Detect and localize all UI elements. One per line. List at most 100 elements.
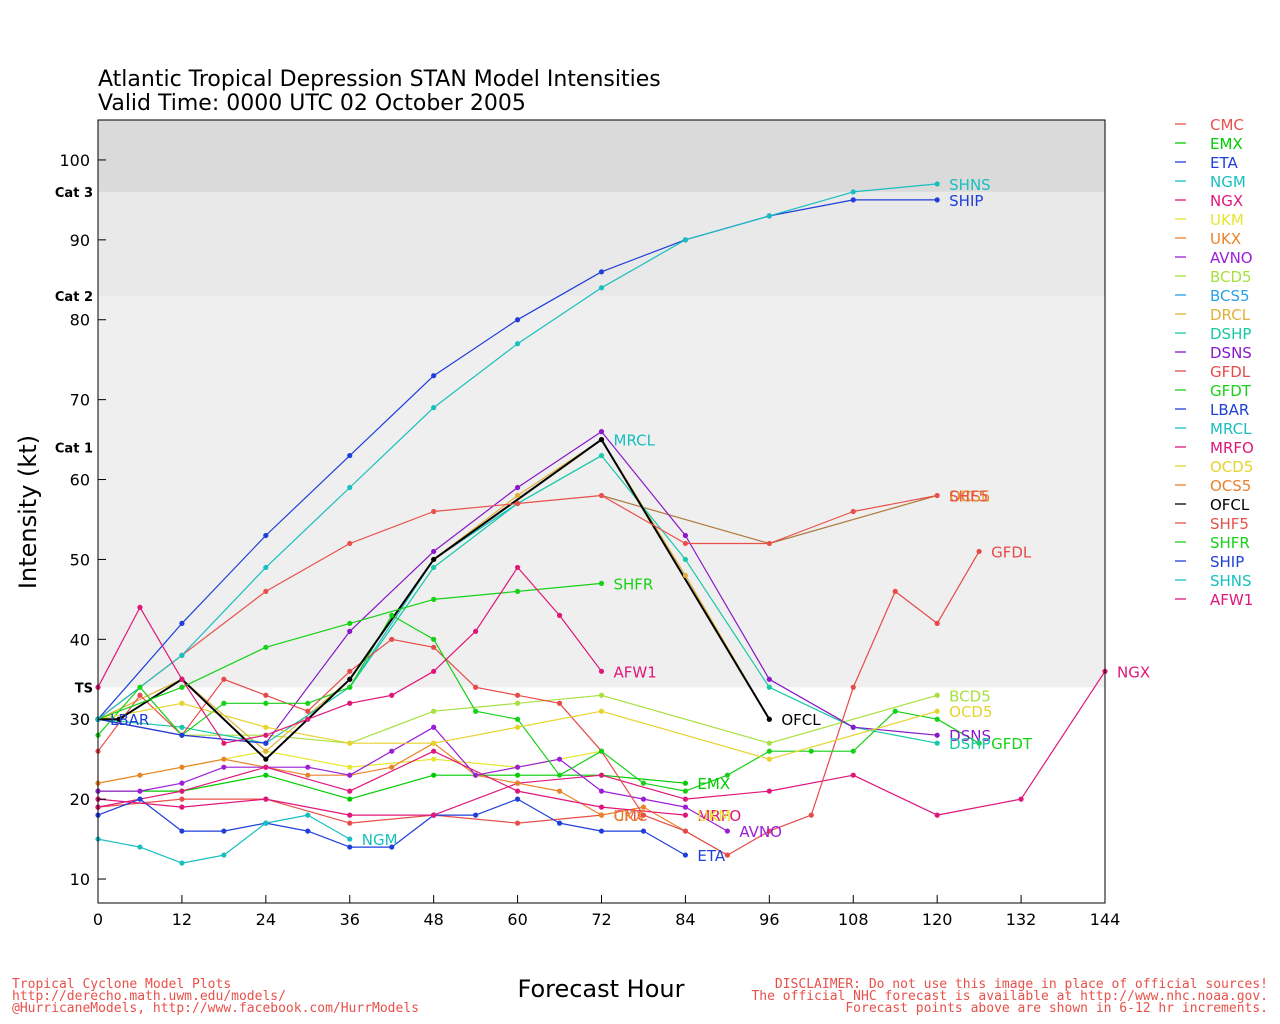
- end-label-mrfo: MRFO: [697, 807, 741, 825]
- series-point-gfdl-8: [431, 644, 437, 650]
- series-point-shfr-1: [179, 684, 185, 690]
- series-point-gfdt-5: [305, 700, 311, 706]
- series-point-eta-11: [556, 820, 563, 826]
- series-point-gfdt-20: [934, 716, 940, 722]
- legend-label-ngm: NGM: [1210, 173, 1246, 191]
- series-point-bcd5-6: [598, 692, 605, 698]
- series-point-afw1-9: [473, 628, 479, 634]
- series-point-gfdl-1: [137, 692, 143, 698]
- series-point-avno-1: [137, 788, 143, 794]
- series-point-eta-2: [179, 828, 185, 834]
- series-point-dsns-5: [514, 484, 521, 491]
- y-tick-label-9: 100: [59, 151, 90, 170]
- series-point-eta-1: [137, 796, 143, 802]
- series-point-eta-12: [598, 828, 605, 834]
- series-point-drcl-7: [682, 572, 689, 579]
- series-point-avno-13: [640, 796, 647, 802]
- end-label-ukx: UKX: [614, 807, 645, 825]
- series-point-ofcl-7: [766, 716, 772, 722]
- series-point-ngx-9: [850, 772, 856, 778]
- x-axis-label: Forecast Hour: [518, 975, 685, 1003]
- series-point-ofcl-6: [598, 436, 605, 443]
- series-point-emx-2: [263, 772, 269, 778]
- series-point-ngx-1: [179, 804, 185, 810]
- series-point-ukx-10: [514, 780, 521, 786]
- legend-label-ship: SHIP: [1210, 553, 1244, 571]
- footer-credit-line-0: Tropical Cyclone Model Plots: [12, 977, 231, 992]
- series-point-avno-7: [389, 748, 395, 754]
- footer-disclaimer-line-0: DISCLAIMER: Do not use this image in pla…: [775, 977, 1268, 992]
- legend-label-afw1: AFW1: [1210, 591, 1253, 609]
- series-point-ship-3: [347, 452, 353, 459]
- series-point-dshp-7: [682, 556, 689, 563]
- series-points: [95, 181, 1108, 866]
- series-point-gfdl-13: [640, 812, 647, 818]
- y-axis-label: Intensity (kt): [14, 435, 42, 589]
- series-point-ship-10: [934, 197, 940, 203]
- series-point-ukx-7: [389, 764, 395, 770]
- y-tick-label-1: 20: [70, 790, 90, 809]
- series-point-shns-3: [347, 484, 353, 491]
- series-point-dshp-1: [179, 724, 185, 730]
- series-point-afw1-11: [556, 612, 563, 618]
- series-point-gfdt-6: [347, 684, 353, 690]
- end-label-gfdl: GFDL: [991, 543, 1032, 561]
- x-tick-label-11: 132: [1006, 910, 1037, 929]
- end-label-cmc: CMC: [614, 807, 648, 825]
- series-point-afw1-3: [221, 740, 227, 746]
- series-point-avno-12: [598, 788, 605, 794]
- series-point-eta-6: [347, 844, 353, 850]
- series-point-shns-1: [179, 652, 185, 658]
- category-label-1: Cat 1: [55, 442, 93, 457]
- x-tick-label-2: 24: [256, 910, 276, 929]
- series-point-gfdl-4: [263, 692, 269, 698]
- x-tick-label-12: 144: [1090, 910, 1121, 929]
- series-point-eta-10: [514, 796, 521, 802]
- legend-label-avno: AVNO: [1210, 249, 1253, 267]
- series-point-avno-15: [724, 828, 730, 834]
- series-point-shf5-8: [766, 540, 772, 547]
- series-point-gfdt-15: [724, 772, 730, 778]
- end-label-gfdt: GFDT: [991, 735, 1033, 753]
- legend-label-emx: EMX: [1210, 135, 1243, 153]
- series-point-ship-2: [263, 532, 269, 539]
- series-point-dsns-10: [934, 732, 940, 738]
- series-point-ngm-4: [263, 820, 269, 826]
- series-point-gfdl-20: [934, 620, 940, 626]
- legend-label-mrfo: MRFO: [1210, 439, 1254, 457]
- series-line-avno: [98, 726, 728, 832]
- series-point-eta-13: [640, 828, 647, 834]
- series-point-ukx-2: [179, 764, 185, 770]
- footer-disclaimer-line-1: The official NHC forecast is available a…: [751, 989, 1268, 1004]
- series-point-shf5-6: [598, 492, 605, 499]
- series-point-afw1-1: [137, 604, 143, 610]
- chart-subtitle: Valid Time: 0000 UTC 02 October 2005: [98, 91, 526, 116]
- series-point-ngx-8: [766, 788, 772, 794]
- series-point-avno-9: [473, 772, 479, 778]
- series-point-dshp-8: [766, 684, 772, 690]
- y-axis-ticks: 10 20 30 40 50 60 70 80 90 100: [59, 151, 106, 889]
- legend-label-ngx: NGX: [1210, 192, 1243, 210]
- end-label-afw1: AFW1: [614, 663, 657, 681]
- series-point-gfdt-12: [598, 748, 605, 754]
- series-point-afw1-7: [389, 692, 395, 698]
- series-point-cmc-3: [347, 820, 353, 826]
- series-line-emx: [98, 774, 686, 800]
- series-point-ofcl-5: [431, 556, 437, 563]
- series-point-avno-3: [221, 764, 227, 770]
- series-point-gfdt-14: [682, 788, 689, 794]
- x-tick-label-4: 48: [423, 910, 443, 929]
- series-point-gfdt-13: [640, 780, 647, 786]
- series-point-gfdt-3: [221, 700, 227, 706]
- series-point-shf5-5: [514, 500, 521, 507]
- legend-label-dsns: DSNS: [1210, 344, 1252, 362]
- series-point-ocd5-1: [179, 700, 185, 706]
- category-band-4: [98, 120, 1105, 192]
- x-axis-ticks: 0 12 24 36 48 60 72 84 96 108 120 132 144: [93, 895, 1120, 929]
- series-point-ship-6: [598, 269, 605, 275]
- legend-label-eta: ETA: [1210, 154, 1238, 172]
- series-point-shns-10: [934, 181, 940, 187]
- series-point-dshp-6: [598, 452, 605, 459]
- series-point-afw1-4: [263, 732, 269, 738]
- category-label-0: TS: [75, 681, 93, 696]
